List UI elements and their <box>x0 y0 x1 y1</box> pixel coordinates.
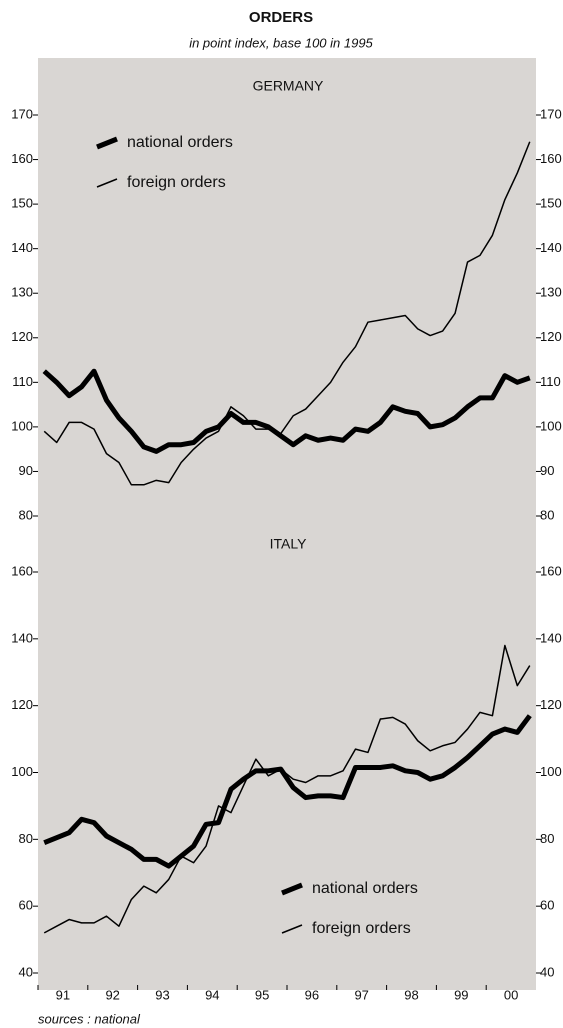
source-note: sources : national <box>38 1011 141 1026</box>
legend-label: national orders <box>312 880 418 897</box>
panel-title: ITALY <box>270 536 307 552</box>
legend-swatch <box>96 136 118 150</box>
x-tick-label: 99 <box>454 987 468 1002</box>
legend-swatch <box>281 924 303 934</box>
y-tick-label: 110 <box>540 374 561 389</box>
y-tick-label: 150 <box>540 196 562 211</box>
y-tick-label: 170 <box>540 106 562 121</box>
y-tick-label: 160 <box>540 563 562 578</box>
y-tick-label: 140 <box>540 240 562 255</box>
y-tick-label: 100 <box>11 418 33 433</box>
panel-title: GERMANY <box>253 78 324 94</box>
y-tick-label: 80 <box>540 507 554 522</box>
legend-label: foreign orders <box>312 920 411 937</box>
legend-label: national orders <box>127 134 233 151</box>
y-tick-label: 40 <box>540 964 554 979</box>
plot-background <box>38 58 536 990</box>
x-tick-label: 94 <box>205 987 219 1002</box>
data-line <box>43 141 531 486</box>
y-tick-label: 90 <box>540 463 554 478</box>
y-tick-label: 60 <box>540 898 554 913</box>
x-tick-label: 96 <box>305 987 319 1002</box>
y-tick-label: 80 <box>19 831 33 846</box>
data-line <box>42 368 531 454</box>
y-tick-label: 40 <box>19 964 33 979</box>
y-tick-label: 80 <box>19 507 33 522</box>
y-tick-label: 140 <box>11 240 33 255</box>
x-tick-label: 98 <box>404 987 418 1002</box>
y-tick-label: 80 <box>540 831 554 846</box>
x-tick-label: 97 <box>354 987 368 1002</box>
y-tick-label: 160 <box>11 563 33 578</box>
y-tick-label: 160 <box>11 151 33 166</box>
x-tick-label: 93 <box>155 987 169 1002</box>
data-line <box>43 644 531 934</box>
legend-swatch <box>96 178 118 188</box>
y-tick-label: 120 <box>11 697 33 712</box>
y-tick-label: 110 <box>12 374 33 389</box>
y-tick-label: 100 <box>540 418 562 433</box>
y-tick-label: 100 <box>540 764 562 779</box>
y-tick-label: 60 <box>19 898 33 913</box>
y-tick-label: 120 <box>540 697 562 712</box>
data-line <box>43 714 532 869</box>
legend-swatch <box>281 882 303 896</box>
y-tick-label: 160 <box>540 151 562 166</box>
y-tick-label: 130 <box>11 285 33 300</box>
y-tick-label: 90 <box>19 463 33 478</box>
y-tick-label: 100 <box>11 764 33 779</box>
y-tick-label: 120 <box>11 329 33 344</box>
chart-title: ORDERS <box>249 9 313 26</box>
x-tick-label: 92 <box>105 987 119 1002</box>
y-tick-label: 140 <box>540 630 562 645</box>
y-tick-label: 130 <box>540 285 562 300</box>
legend-label: foreign orders <box>127 174 226 191</box>
y-tick-label: 120 <box>540 329 562 344</box>
y-tick-label: 170 <box>11 106 33 121</box>
x-tick-label: 00 <box>504 987 518 1002</box>
x-tick-label: 91 <box>56 987 70 1002</box>
x-tick-label: 95 <box>255 987 269 1002</box>
chart-subtitle: in point index, base 100 in 1995 <box>189 35 373 50</box>
y-tick-label: 140 <box>11 630 33 645</box>
y-tick-label: 150 <box>11 196 33 211</box>
